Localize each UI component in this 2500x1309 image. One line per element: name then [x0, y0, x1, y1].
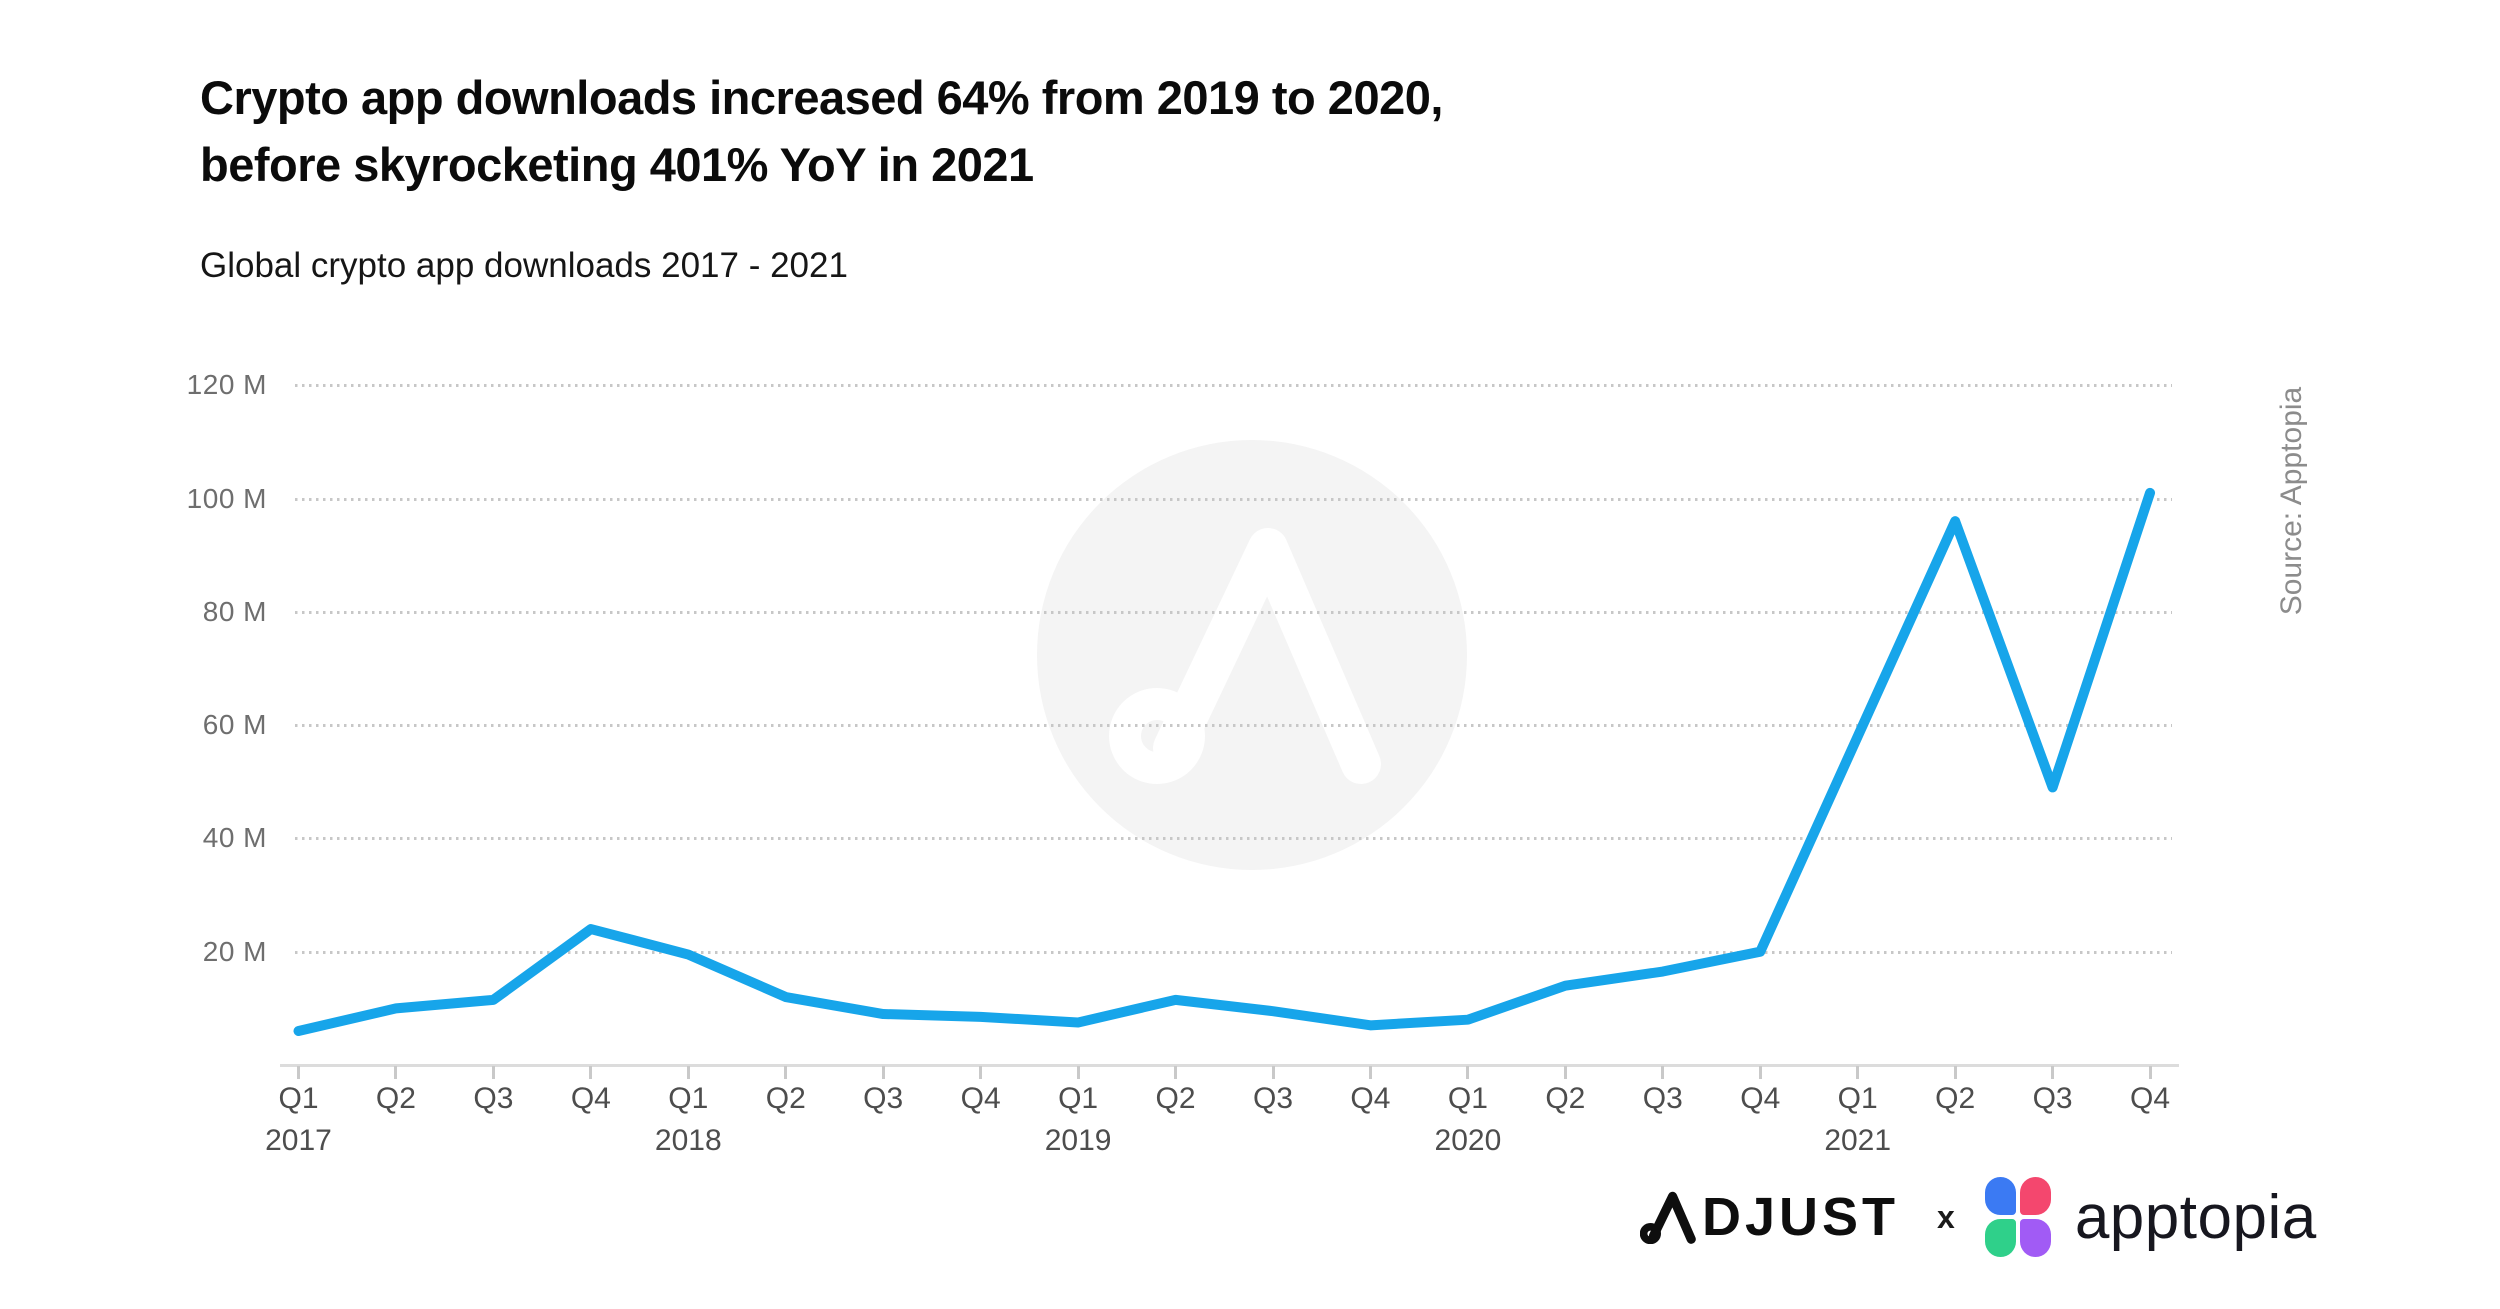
y-axis-tick-label: 40 M: [202, 822, 267, 854]
apptopia-clover-icon: [1984, 1177, 2051, 1257]
x-axis-tick-label: Q3: [2032, 1082, 2073, 1115]
x-axis-year-label: 2019: [1044, 1124, 1112, 1157]
x-axis-tick: [1271, 1066, 1275, 1079]
footer-logos: DJUST x apptopia: [1640, 1172, 2317, 1262]
x-axis-tick-label: Q1: [1837, 1082, 1878, 1115]
x-axis-tick-label: Q1: [668, 1082, 709, 1115]
x-axis-year-label: 2020: [1434, 1124, 1502, 1157]
x-axis-tick-label: Q2: [1545, 1082, 1586, 1115]
x-axis-tick-label: Q4: [960, 1082, 1001, 1115]
x-axis-tick-label: Q3: [1642, 1082, 1683, 1115]
y-axis-tick-label: 80 M: [202, 595, 267, 627]
adjust-watermark: [1037, 440, 1467, 870]
x-axis-line: [280, 1064, 2179, 1067]
apptopia-petal-pink: [2019, 1177, 2051, 1215]
x-axis-tick-label: Q2: [375, 1082, 416, 1115]
title-line-2: before skyrocketing 401% YoY in 2021: [200, 138, 1034, 191]
adjust-a-watermark-icon: [1109, 528, 1381, 784]
x-axis-tick: [1563, 1066, 1567, 1079]
chart-subtitle: Global crypto app downloads 2017 - 2021: [200, 246, 848, 285]
x-axis-tick-label: Q1: [1058, 1082, 1099, 1115]
x-axis-tick: [1076, 1066, 1080, 1079]
partnership-x-separator: x: [1937, 1198, 1955, 1235]
x-axis-year-label: 2021: [1824, 1124, 1892, 1157]
x-axis-tick: [1856, 1066, 1860, 1079]
title-line-1: Crypto app downloads increased 64% from …: [200, 71, 1443, 124]
x-axis-tick: [979, 1066, 983, 1079]
x-axis-tick-label: Q4: [1740, 1082, 1781, 1115]
x-axis-year-label: 2018: [654, 1124, 722, 1157]
page-title: Crypto app downloads increased 64% from …: [200, 64, 1443, 198]
x-axis-tick: [2148, 1066, 2152, 1079]
apptopia-petal-blue: [1984, 1177, 2016, 1215]
x-axis-tick: [589, 1066, 593, 1079]
x-axis-tick: [1953, 1066, 1957, 1079]
y-axis-tick-label: 20 M: [202, 935, 267, 967]
x-axis-tick-label: Q2: [1935, 1082, 1976, 1115]
x-axis-tick: [881, 1066, 885, 1079]
x-axis-tick-label: Q1: [278, 1082, 319, 1115]
x-axis-tick-label: Q3: [473, 1082, 514, 1115]
x-axis-tick-label: Q4: [1350, 1082, 1391, 1115]
x-axis-year-label: 2017: [265, 1124, 332, 1157]
x-axis-tick: [491, 1066, 495, 1079]
x-axis-tick: [686, 1066, 690, 1079]
y-gridline: [295, 950, 2172, 954]
x-axis-tick: [1368, 1066, 1372, 1079]
y-axis-tick-label: 60 M: [202, 709, 267, 741]
x-axis-tick-label: Q3: [1252, 1082, 1294, 1115]
source-note: Source: Apptopia: [2275, 386, 2308, 616]
y-gridline: [295, 497, 2172, 501]
adjust-logo: DJUST: [1640, 1186, 1899, 1248]
x-axis-tick: [2051, 1066, 2055, 1079]
y-gridline: [295, 610, 2172, 614]
apptopia-petal-purple: [2019, 1219, 2051, 1257]
adjust-a-icon: [1640, 1191, 1696, 1244]
y-gridline: [295, 724, 2172, 728]
x-axis-tick: [1661, 1066, 1665, 1079]
x-axis-tick: [297, 1066, 300, 1079]
y-gridline: [295, 384, 2172, 388]
y-gridline: [295, 837, 2172, 841]
x-axis-tick-label: Q4: [570, 1082, 611, 1115]
y-axis-tick-label: 100 M: [186, 482, 267, 514]
x-axis-tick: [1758, 1066, 1762, 1079]
apptopia-petal-green: [1984, 1219, 2016, 1257]
x-axis-tick-label: Q4: [2130, 1082, 2171, 1115]
x-axis-tick: [394, 1066, 398, 1079]
x-axis-tick-label: Q1: [1447, 1082, 1488, 1115]
apptopia-wordmark-text: apptopia: [2074, 1182, 2317, 1252]
x-axis-tick-label: Q2: [765, 1082, 806, 1115]
x-axis-tick-label: Q2: [1155, 1082, 1196, 1115]
x-axis-tick-label: Q3: [863, 1082, 904, 1115]
adjust-wordmark-text: DJUST: [1702, 1187, 1900, 1247]
x-axis-tick: [784, 1066, 788, 1079]
y-axis-tick-label: 120 M: [186, 369, 267, 401]
x-axis-tick: [1174, 1066, 1178, 1079]
x-axis-tick: [1466, 1066, 1470, 1079]
